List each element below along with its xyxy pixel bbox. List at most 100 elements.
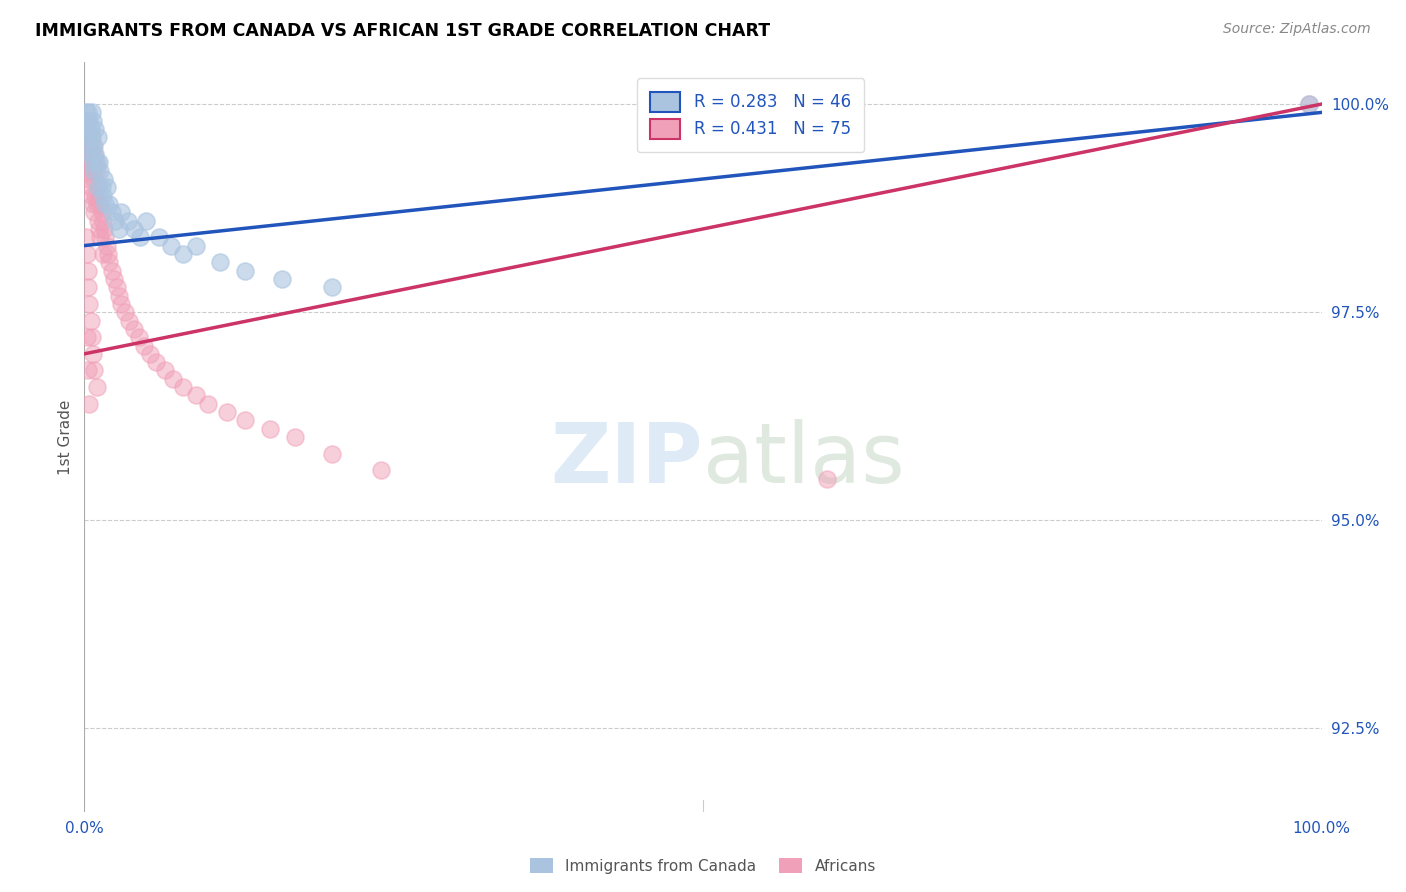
Point [76,247,98,261]
Point [82,163,104,178]
Point [79,130,101,145]
Point [90,180,112,194]
Point [80,130,103,145]
Point [87,180,110,194]
Point [128,330,150,344]
Point [87,130,110,145]
Point [75,230,97,244]
Point [89,155,111,169]
Point [160,238,183,252]
Point [89,188,111,202]
Point [93,172,115,186]
Point [153,363,176,377]
Point [79,122,101,136]
Y-axis label: 1st Grade: 1st Grade [58,400,73,475]
Point [82,155,104,169]
Point [75,113,97,128]
Text: atlas: atlas [703,419,904,500]
Point [97,247,120,261]
Point [139,347,162,361]
Legend: R = 0.283   N = 46, R = 0.431   N = 75: R = 0.283 N = 46, R = 0.431 N = 75 [637,78,865,153]
Point [96,238,118,252]
Point [84,122,107,136]
Point [84,147,107,161]
Point [321,280,343,294]
Point [110,205,132,219]
Point [1298,97,1320,112]
Point [77,105,100,120]
Point [98,197,121,211]
Point [197,397,219,411]
Point [148,230,170,244]
Point [162,372,184,386]
Point [135,213,157,227]
Point [79,313,101,327]
Point [77,263,100,277]
Point [89,222,111,236]
Point [91,213,114,227]
Point [233,263,256,277]
Point [79,180,101,194]
Point [284,430,307,444]
Text: Source: ZipAtlas.com: Source: ZipAtlas.com [1223,22,1371,37]
Point [83,138,105,153]
Point [76,113,98,128]
Point [91,247,114,261]
Point [93,222,115,236]
Point [86,380,108,394]
Point [79,397,101,411]
Point [172,380,194,394]
Point [215,405,238,419]
Point [77,363,100,377]
Point [76,122,98,136]
Point [271,272,294,286]
Point [83,205,105,219]
Point [108,222,131,236]
Point [76,155,98,169]
Point [98,255,121,269]
Point [370,463,392,477]
Point [79,297,101,311]
Point [89,230,111,244]
Point [82,138,104,153]
Point [91,188,114,202]
Point [86,155,108,169]
Point [79,147,101,161]
Point [86,197,108,211]
Point [87,213,110,227]
Point [80,330,103,344]
Point [77,163,100,178]
Text: ZIP: ZIP [551,419,703,500]
Point [79,138,101,153]
Point [76,330,98,344]
Point [83,163,105,178]
Point [83,172,105,186]
Point [233,413,256,427]
Point [79,138,101,153]
Point [209,255,232,269]
Point [89,197,111,211]
Point [80,188,103,202]
Point [118,313,141,327]
Point [77,130,100,145]
Point [79,147,101,161]
Point [82,197,104,211]
Point [114,305,136,319]
Point [172,247,194,261]
Point [75,122,97,136]
Point [80,105,103,120]
Point [83,363,105,377]
Point [79,172,101,186]
Point [321,447,343,461]
Text: IMMIGRANTS FROM CANADA VS AFRICAN 1ST GRADE CORRELATION CHART: IMMIGRANTS FROM CANADA VS AFRICAN 1ST GR… [35,22,770,40]
Point [83,147,105,161]
Point [122,322,145,336]
Point [184,388,207,402]
Point [75,105,97,120]
Point [100,263,122,277]
Point [90,205,112,219]
Point [103,272,125,286]
Point [79,113,101,128]
Point [108,288,131,302]
Point [76,122,98,136]
